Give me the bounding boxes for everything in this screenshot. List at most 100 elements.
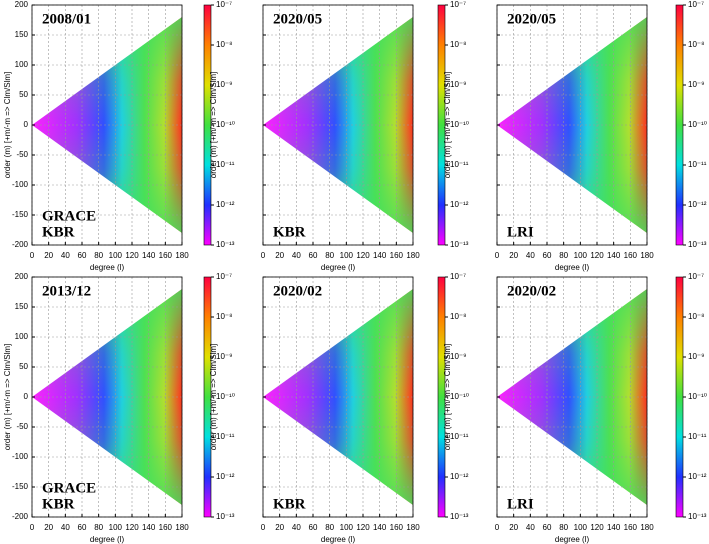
panel-title: 2020/02 xyxy=(507,283,556,299)
x-tick-label: 160 xyxy=(390,523,404,532)
x-axis-label: degree (l) xyxy=(321,535,356,544)
x-axis-label: degree (l) xyxy=(555,263,590,272)
colorbar-tick-label: 10⁻⁷ xyxy=(688,0,704,9)
panel-annotation: LRI xyxy=(507,496,534,512)
y-tick-label: 0 xyxy=(24,392,29,401)
colorbar-tick-label: 10⁻⁹ xyxy=(216,80,233,89)
colorbar-tick-label: 10⁻⁸ xyxy=(216,40,233,49)
colorbar-tick-label: 10⁻⁷ xyxy=(216,272,232,281)
x-tick-label: 160 xyxy=(159,251,173,260)
y-tick-label: 100 xyxy=(15,60,29,69)
x-tick-label: 0 xyxy=(261,251,266,260)
colorbar-tick-label: 10⁻⁸ xyxy=(688,40,705,49)
colorbar-tick-label: 10⁻¹⁰ xyxy=(216,392,235,401)
panel: 0 20 40 60 80 100 120 140 160 180 degree (l) order … xyxy=(443,272,707,544)
y-axis-label: order (m) [+m/-m => Clm/Slm] xyxy=(3,344,12,450)
panel: 0 20 40 60 80 100 120 140 160 180 degree (l) order … xyxy=(443,0,707,272)
colorbar-tick-label: 10⁻⁷ xyxy=(216,0,232,9)
colorbar-tick-label: 10⁻⁸ xyxy=(216,312,233,321)
colorbar-tick-label: 10⁻¹³ xyxy=(216,512,235,521)
x-axis-label: degree (l) xyxy=(90,535,125,544)
x-tick-label: 80 xyxy=(559,251,568,260)
x-tick-label: 140 xyxy=(607,251,621,260)
x-tick-label: 60 xyxy=(78,251,87,260)
y-tick-label: -150 xyxy=(12,482,29,491)
y-tick-label: 50 xyxy=(19,90,28,99)
x-tick-label: 100 xyxy=(109,523,123,532)
panel-title: 2020/02 xyxy=(273,283,322,299)
x-tick-label: 40 xyxy=(61,251,70,260)
x-tick-label: 80 xyxy=(559,523,568,532)
colorbar-tick-label: 10⁻¹⁰ xyxy=(688,120,707,129)
x-tick-label: 120 xyxy=(356,251,370,260)
y-tick-label: -200 xyxy=(12,240,29,249)
y-tick-label: -100 xyxy=(12,180,29,189)
y-tick-label: 200 xyxy=(15,0,29,9)
colorbar-tick-label: 10⁻¹² xyxy=(216,200,235,209)
x-tick-label: 60 xyxy=(78,523,87,532)
y-tick-label: 150 xyxy=(15,302,29,311)
colorbar-tick-label: 10⁻⁹ xyxy=(688,80,705,89)
panel: 0 20 40 60 80 100 120 140 160 180-200-150-100-500… xyxy=(3,0,235,272)
x-tick-label: 140 xyxy=(607,523,621,532)
colorbar-tick-label: 10⁻¹² xyxy=(216,472,235,481)
x-axis-label: degree (l) xyxy=(90,263,125,272)
y-tick-label: -200 xyxy=(12,512,29,521)
colorbar-tick-label: 10⁻¹² xyxy=(688,472,707,481)
colorbar-tick-label: 10⁻⁸ xyxy=(450,40,467,49)
x-tick-label: 180 xyxy=(640,251,654,260)
x-tick-label: 0 xyxy=(261,523,266,532)
colorbar-tick-label: 10⁻¹⁰ xyxy=(450,120,469,129)
colorbar-tick-label: 10⁻⁸ xyxy=(450,312,467,321)
x-tick-label: 0 xyxy=(495,251,500,260)
colorbar-tick-label: 10⁻¹³ xyxy=(450,512,469,521)
coefficient-field-edge xyxy=(32,289,182,505)
y-tick-label: 100 xyxy=(15,332,29,341)
x-tick-label: 120 xyxy=(356,523,370,532)
x-tick-label: 140 xyxy=(142,523,156,532)
colorbar-tick-label: 10⁻⁸ xyxy=(688,312,705,321)
x-tick-label: 20 xyxy=(509,251,518,260)
colorbar-tick-label: 10⁻¹³ xyxy=(688,512,707,521)
colorbar-tick-label: 10⁻¹³ xyxy=(688,240,707,249)
panel-annotation: KBR xyxy=(42,496,75,512)
panel-title: 2008/01 xyxy=(42,11,91,27)
colorbar-tick-label: 10⁻⁷ xyxy=(688,272,704,281)
x-tick-label: 40 xyxy=(292,523,301,532)
panel: 0 20 40 60 80 100 120 140 160 180 degree (l) order … xyxy=(209,0,469,272)
x-tick-label: 140 xyxy=(373,251,387,260)
coefficient-field-edge xyxy=(497,289,647,505)
y-axis-label: order (m) [+m/-m => Clm/Slm] xyxy=(209,344,218,450)
x-tick-label: 100 xyxy=(340,251,354,260)
colorbar-tick-label: 10⁻¹² xyxy=(450,200,469,209)
coefficient-field-edge xyxy=(263,289,413,505)
x-tick-label: 20 xyxy=(44,523,53,532)
colorbar-tick-label: 10⁻¹¹ xyxy=(688,432,707,441)
colorbar-tick-label: 10⁻¹¹ xyxy=(688,160,707,169)
y-axis-label: order (m) [+m/-m => Clm/Slm] xyxy=(3,72,12,178)
colorbar-tick-label: 10⁻¹⁰ xyxy=(216,120,235,129)
x-tick-label: 180 xyxy=(406,251,420,260)
y-axis-label: order (m) [+m/-m => Clm/Slm] xyxy=(443,344,452,450)
x-tick-label: 180 xyxy=(175,523,189,532)
x-tick-label: 180 xyxy=(406,523,420,532)
x-tick-label: 120 xyxy=(590,251,604,260)
colorbar-tick-label: 10⁻⁷ xyxy=(450,272,466,281)
x-tick-label: 180 xyxy=(175,251,189,260)
x-tick-label: 120 xyxy=(125,251,139,260)
colorbar-tick-label: 10⁻⁹ xyxy=(216,352,233,361)
colorbar xyxy=(675,276,684,518)
y-tick-label: 200 xyxy=(15,272,29,281)
panel-annotation: LRI xyxy=(507,224,534,240)
y-tick-label: -100 xyxy=(12,452,29,461)
x-tick-label: 60 xyxy=(309,251,318,260)
x-tick-label: 0 xyxy=(30,251,35,260)
colorbar-tick-label: 10⁻⁷ xyxy=(450,0,466,9)
coefficient-field-edge xyxy=(32,17,182,233)
panel-annotation: KBR xyxy=(42,224,75,240)
colorbar-tick-label: 10⁻¹³ xyxy=(216,240,235,249)
y-tick-label: -50 xyxy=(16,150,28,159)
panel-annotation: GRACE xyxy=(42,480,96,496)
x-tick-label: 100 xyxy=(109,251,123,260)
y-tick-label: 50 xyxy=(19,362,28,371)
